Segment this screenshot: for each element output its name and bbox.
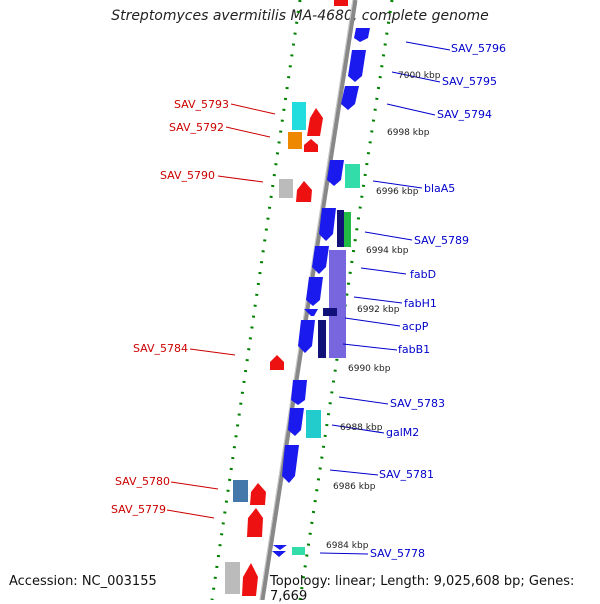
gene-fabB1-navy[interactable]	[318, 320, 326, 358]
gene-label[interactable]: SAV_5790	[160, 169, 215, 182]
gene-SAV_5778-blue-1[interactable]	[273, 545, 287, 550]
gene-label[interactable]: fabB1	[398, 343, 430, 356]
gene-fabH1-blue[interactable]	[306, 277, 323, 306]
gene-arrow-top-red[interactable]	[334, 0, 348, 6]
gene-label[interactable]: SAV_5784	[133, 342, 188, 355]
gene-SAV_5794-blue[interactable]	[341, 86, 359, 110]
gene-label[interactable]: SAV_5796	[451, 42, 506, 55]
gene-bottom-gray[interactable]	[225, 562, 240, 594]
scale-label: 6988 kbp	[340, 423, 383, 433]
gene-label[interactable]: SAV_5795	[442, 75, 497, 88]
gene-acpP-blue[interactable]	[304, 309, 318, 316]
gene-label[interactable]: SAV_5778	[370, 547, 425, 560]
scale-label: 6998 kbp	[387, 128, 430, 138]
scale-label: 6992 kbp	[357, 305, 400, 315]
scale-label: 6986 kbp	[333, 482, 376, 492]
gene-label[interactable]: SAV_5794	[437, 108, 492, 121]
gene-SAV_5780-red[interactable]	[250, 483, 266, 505]
right-gene-labels: SAV_5796 SAV_5795 SAV_5794 blaA5 SAV_578…	[370, 42, 506, 560]
scale-label: 7000 kbp	[398, 71, 441, 81]
right-leader-lines	[319, 41, 451, 555]
genome-title: Streptomyces avermitilis MA-4680, comple…	[111, 8, 489, 24]
gene-SAV_5789-blue[interactable]	[319, 208, 336, 241]
scale-label: 6996 kbp	[376, 187, 419, 197]
left-gene-labels: SAV_5793 SAV_5792 SAV_5790 SAV_5784 SAV_…	[111, 98, 229, 516]
gene-blaA5-blue[interactable]	[327, 160, 344, 186]
gene-fabD-purple[interactable]	[329, 250, 346, 358]
gene-SAV_5795-blue[interactable]	[348, 50, 366, 82]
gene-blaA5-teal[interactable]	[345, 164, 360, 188]
gene-label[interactable]: SAV_5789	[414, 234, 469, 247]
scale-label: 6984 kbp	[326, 541, 369, 551]
gene-SAV_5793-red[interactable]	[307, 108, 323, 136]
scale-label: 6990 kbp	[348, 364, 391, 374]
gene-label[interactable]: SAV_5792	[169, 121, 224, 134]
gene-label[interactable]: SAV_5780	[115, 475, 170, 488]
gene-label[interactable]: SAV_5781	[379, 468, 434, 481]
gene-SAV_5784-red[interactable]	[270, 355, 284, 370]
gene-label[interactable]: SAV_5779	[111, 503, 166, 516]
accession-text: Accession: NC_003155	[9, 574, 157, 589]
gene-galM2-blue[interactable]	[288, 408, 304, 436]
gene-label[interactable]: SAV_5793	[174, 98, 229, 111]
gene-label[interactable]: galM2	[386, 426, 419, 439]
gene-SAV_5781-blue[interactable]	[282, 445, 299, 483]
gene-fabD-blue[interactable]	[312, 246, 329, 274]
gene-acpP-navy[interactable]	[323, 308, 337, 316]
gene-bottom-red[interactable]	[242, 563, 258, 596]
gene-SAV_5790-gray[interactable]	[279, 179, 293, 198]
gene-SAV_5780-steel[interactable]	[233, 480, 248, 502]
gene-SAV_5792-red[interactable]	[304, 139, 318, 152]
gene-SAV_5789-green[interactable]	[344, 212, 351, 247]
gene-SAV_5779-red[interactable]	[247, 508, 263, 537]
gene-SAV_5783-blue[interactable]	[291, 380, 307, 405]
gene-label[interactable]: SAV_5783	[390, 397, 445, 410]
gene-label[interactable]: acpP	[402, 320, 429, 333]
scale-labels: 7000 kbp 6998 kbp 6996 kbp 6994 kbp 6992…	[326, 71, 441, 551]
gene-SAV_5789-navy[interactable]	[337, 210, 344, 247]
gene-label[interactable]: fabD	[410, 268, 436, 281]
gene-fabB1-blue[interactable]	[298, 320, 315, 353]
gene-label[interactable]: blaA5	[424, 182, 455, 195]
gene-SAV_5796-blue[interactable]	[354, 28, 370, 42]
scale-label: 6994 kbp	[366, 246, 409, 256]
gene-SAV_5792-orange[interactable]	[288, 132, 302, 149]
gene-SAV_5778-blue-2[interactable]	[272, 551, 286, 557]
gene-SAV_5778-teal[interactable]	[292, 547, 305, 555]
gene-galM2-teal[interactable]	[306, 410, 321, 438]
gene-SAV_5793-cyan[interactable]	[292, 102, 306, 130]
gene-label[interactable]: fabH1	[404, 297, 437, 310]
gene-SAV_5790-red[interactable]	[296, 181, 312, 202]
left-leader-lines	[166, 103, 276, 519]
